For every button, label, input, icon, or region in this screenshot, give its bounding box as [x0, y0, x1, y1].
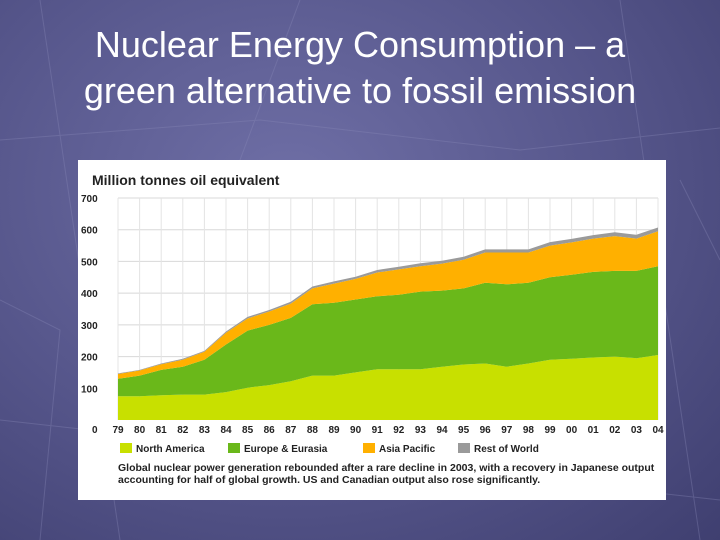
chart-title: Million tonnes oil equivalent — [92, 172, 280, 188]
y-tick-label: 300 — [81, 321, 98, 332]
legend-swatch-asia-pacific — [363, 443, 375, 453]
chart-areas — [118, 227, 658, 420]
x-tick-label: 00 — [566, 425, 578, 436]
x-tick-label: 98 — [523, 425, 535, 436]
y-tick-label: 500 — [81, 257, 98, 268]
x-tick-label: 86 — [264, 425, 276, 436]
x-tick-label: 91 — [372, 425, 384, 436]
x-tick-label: 01 — [588, 425, 600, 436]
x-tick-label: 04 — [652, 425, 664, 436]
x-tick-label: 81 — [156, 425, 168, 436]
y-tick-label: 200 — [81, 353, 98, 364]
x-tick-label: 85 — [242, 425, 254, 436]
x-tick-label: 82 — [177, 425, 189, 436]
x-tick-label: 96 — [480, 425, 492, 436]
x-tick-label: 79 — [112, 425, 124, 436]
chart-panel: Million tonnes oil equivalent 100 200 300 4… — [78, 160, 666, 500]
x-axis: 0 79 80 81 82 83 84 85 86 87 88 89 90 91 92 93 94 95 96 97 9… — [92, 425, 664, 436]
x-zero-label: 0 — [92, 425, 98, 436]
x-tick-label: 83 — [199, 425, 211, 436]
slide-title: Nuclear Energy Consumption – a green alt… — [0, 22, 720, 114]
x-tick-label: 02 — [609, 425, 621, 436]
area-north-america — [118, 355, 658, 420]
x-tick-label: 88 — [307, 425, 319, 436]
x-tick-label: 92 — [393, 425, 405, 436]
x-tick-label: 03 — [631, 425, 643, 436]
x-tick-label: 80 — [134, 425, 146, 436]
slide-title-line-2: green alternative to fossil emission — [83, 70, 637, 111]
legend-label-north-america: North America — [136, 444, 205, 455]
y-tick-label: 400 — [81, 289, 98, 300]
legend-label-europe-eurasia: Europe & Eurasia — [244, 444, 328, 455]
area-asia-pacific — [118, 231, 658, 379]
legend-swatch-north-america — [120, 443, 132, 453]
x-tick-label: 95 — [458, 425, 470, 436]
stacked-area-chart: Million tonnes oil equivalent 100 200 300 4… — [81, 172, 664, 455]
x-tick-label: 94 — [436, 425, 448, 436]
legend-label-asia-pacific: Asia Pacific — [379, 444, 436, 455]
x-tick-label: 89 — [328, 425, 340, 436]
slide-title-line-1: Nuclear Energy Consumption – a — [94, 24, 626, 65]
x-tick-label: 93 — [415, 425, 427, 436]
x-tick-label: 87 — [285, 425, 297, 436]
legend-label-rest-of-world: Rest of World — [474, 444, 539, 455]
y-tick-label: 100 — [81, 384, 98, 395]
legend-swatch-rest-of-world — [458, 443, 470, 453]
x-tick-label: 90 — [350, 425, 362, 436]
x-tick-label: 99 — [544, 425, 556, 436]
area-europe-eurasia — [118, 266, 658, 397]
y-tick-label: 600 — [81, 226, 98, 237]
chart-caption: Global nuclear power generation rebounde… — [118, 462, 655, 486]
x-tick-label: 84 — [220, 425, 232, 436]
x-tick-label: 97 — [501, 425, 513, 436]
y-tick-label: 700 — [81, 194, 98, 205]
chart-legend: North America Europe & Eurasia Asia Pacifi… — [120, 443, 539, 455]
y-axis: 100 200 300 400 500 600 700 — [81, 194, 98, 395]
legend-swatch-europe-eurasia — [228, 443, 240, 453]
